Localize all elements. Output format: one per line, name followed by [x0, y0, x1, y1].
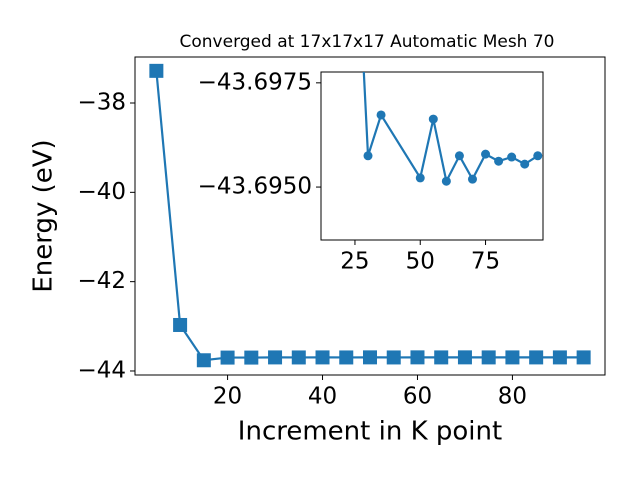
- marker: [196, 353, 211, 368]
- marker: [441, 176, 451, 186]
- marker: [339, 350, 354, 365]
- x-tick-label: 80: [498, 384, 527, 410]
- x-tick-label: 75: [471, 249, 500, 275]
- marker: [454, 151, 464, 161]
- chart-title: Converged at 17x17x17 Automatic Mesh 70: [180, 32, 555, 52]
- marker: [481, 149, 491, 159]
- marker: [149, 63, 164, 78]
- marker: [386, 350, 401, 365]
- x-tick-label: 60: [403, 384, 432, 410]
- y-tick-label: −40: [77, 179, 126, 205]
- x-axis-label: Increment in K point: [238, 417, 502, 447]
- marker: [315, 350, 330, 365]
- x-tick-label: 25: [340, 249, 369, 275]
- marker: [376, 110, 386, 120]
- marker: [505, 350, 520, 365]
- plot-content: [362, 72, 543, 186]
- x-tick-label: 20: [213, 384, 242, 410]
- marker: [507, 152, 517, 162]
- marker: [291, 350, 306, 365]
- marker: [529, 350, 544, 365]
- marker: [520, 159, 530, 169]
- y-axis-label: Energy (eV): [29, 139, 59, 292]
- marker: [220, 350, 235, 365]
- y-tick-label: −43.6975: [198, 69, 312, 95]
- plot-content: [149, 63, 591, 368]
- marker: [363, 151, 373, 161]
- y-tick-label: −43.6950: [198, 174, 312, 200]
- marker: [363, 350, 377, 365]
- y-tick-label: −38: [77, 90, 126, 116]
- x-tick-label: 40: [308, 384, 337, 410]
- x-tick-label: 50: [406, 249, 435, 275]
- marker: [481, 350, 496, 365]
- inset-axes: 25 50 75 −43.6975 −43.6950: [198, 69, 544, 275]
- marker: [457, 350, 472, 365]
- y-tick-label: −44: [77, 357, 126, 383]
- y-tick-label: −42: [77, 268, 126, 294]
- plot-area: [320, 71, 544, 241]
- marker: [415, 173, 425, 183]
- marker: [494, 156, 504, 166]
- marker: [244, 350, 259, 365]
- marker: [410, 350, 425, 365]
- marker: [552, 350, 567, 365]
- marker: [576, 350, 591, 365]
- marker: [428, 114, 438, 124]
- marker: [434, 350, 449, 365]
- marker: [533, 151, 543, 161]
- marker: [268, 350, 283, 365]
- marker: [467, 174, 477, 184]
- marker: [173, 317, 188, 332]
